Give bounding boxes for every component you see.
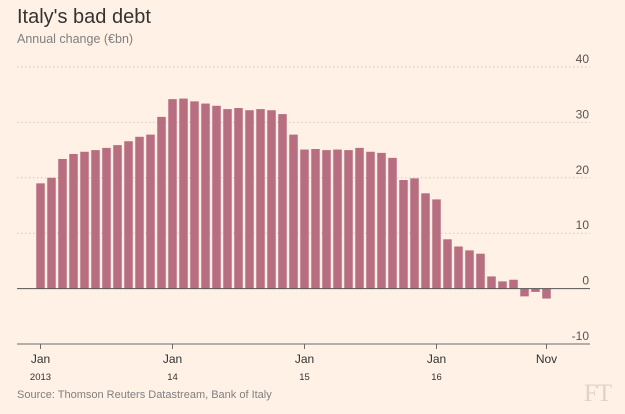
bar xyxy=(487,276,496,289)
y-axis-ticks: -10 0 10 20 30 40 xyxy=(572,52,590,343)
chart-subtitle: Annual change (€bn) xyxy=(17,32,134,46)
bar xyxy=(399,180,408,289)
bar xyxy=(355,147,364,289)
bar xyxy=(223,109,232,289)
ft-logo: FT xyxy=(583,380,612,407)
bar xyxy=(322,150,331,289)
x-tick-label: Jan xyxy=(427,352,446,366)
bar xyxy=(454,246,463,289)
bar xyxy=(58,158,67,289)
x-tick-year-label: 14 xyxy=(167,372,178,383)
bar xyxy=(267,110,276,289)
x-axis: Jan 2013 Jan 14 Jan 15 Jan 16 Nov xyxy=(30,344,557,383)
bar xyxy=(377,152,386,289)
bar xyxy=(47,177,56,289)
y-tick-label: 30 xyxy=(576,107,590,121)
bar xyxy=(542,288,551,299)
bar xyxy=(531,288,540,292)
bar xyxy=(278,114,287,289)
bar xyxy=(102,147,111,289)
source-note: Source: Thomson Reuters Datastream, Bank… xyxy=(17,389,272,401)
bar xyxy=(300,149,309,289)
bar xyxy=(388,157,397,289)
y-tick-label: -10 xyxy=(572,329,590,343)
bar xyxy=(179,98,188,289)
bar xyxy=(91,150,100,289)
x-tick-label: Jan xyxy=(31,352,50,366)
bar xyxy=(157,116,166,289)
x-tick-label: Jan xyxy=(163,352,182,366)
x-tick-year-label: 15 xyxy=(299,372,310,383)
x-tick-label: Nov xyxy=(536,352,557,366)
bar xyxy=(124,141,133,289)
chart-title: Italy's bad debt xyxy=(17,6,151,28)
bar xyxy=(245,110,254,289)
bar xyxy=(146,134,155,289)
bar xyxy=(80,151,89,289)
bar xyxy=(135,136,144,289)
bar xyxy=(36,183,45,289)
bar xyxy=(311,148,320,289)
bar xyxy=(498,281,507,289)
bar xyxy=(421,193,430,289)
bar xyxy=(410,178,419,289)
bar xyxy=(509,279,518,289)
bars xyxy=(36,98,551,299)
bar xyxy=(212,105,221,289)
bar xyxy=(432,199,441,289)
bar xyxy=(234,108,243,289)
bar xyxy=(201,103,210,289)
bar xyxy=(520,288,529,297)
y-tick-label: 40 xyxy=(576,52,590,66)
bar xyxy=(443,239,452,289)
bar xyxy=(344,150,353,289)
bar xyxy=(333,149,342,289)
bar xyxy=(190,101,199,289)
x-tick-year-label: 16 xyxy=(431,372,442,383)
bar xyxy=(366,151,375,289)
bar xyxy=(256,109,265,289)
y-tick-label: 10 xyxy=(576,218,590,232)
bar xyxy=(168,99,177,289)
gridlines xyxy=(17,66,590,345)
bar xyxy=(289,134,298,289)
x-tick-label: Jan xyxy=(295,352,314,366)
bar xyxy=(476,253,485,289)
y-tick-label: 0 xyxy=(582,274,589,288)
bar xyxy=(69,153,78,289)
bar xyxy=(465,250,474,289)
x-tick-year-label: 2013 xyxy=(30,372,51,383)
y-tick-label: 20 xyxy=(576,163,590,177)
bar xyxy=(113,145,122,289)
